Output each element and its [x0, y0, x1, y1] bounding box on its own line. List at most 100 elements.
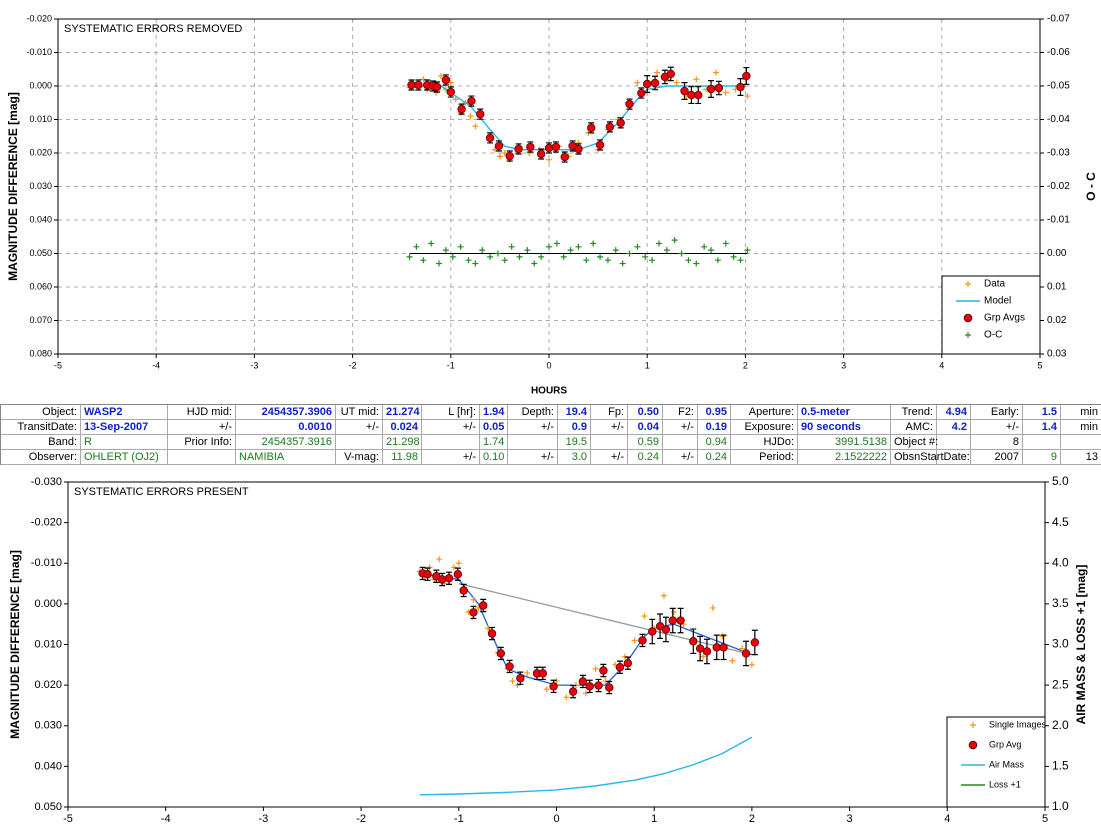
- data-point: [516, 253, 523, 260]
- x-tick-label: 3: [841, 360, 846, 370]
- y2-tick-label: -0.04: [1047, 114, 1070, 125]
- data-point: [615, 663, 625, 672]
- legend-marker: [970, 722, 976, 728]
- table-cell: 3.0: [558, 450, 591, 465]
- table-cell: 3991.5138: [798, 435, 891, 450]
- data-point: [668, 616, 677, 625]
- data-point: [459, 586, 468, 595]
- table-cell: WASP2: [81, 405, 168, 420]
- table-cell: 0.94: [698, 435, 731, 450]
- data-point: [449, 253, 456, 260]
- y2-tick-label: 0.01: [1047, 282, 1067, 293]
- table-cell: 4.94: [937, 405, 971, 420]
- data-point: [479, 601, 488, 610]
- data-point: [694, 90, 703, 100]
- y-axis-title: MAGNITUDE DIFFERENCE [mag]: [8, 550, 22, 739]
- legend-label: Single Images: [989, 719, 1047, 729]
- data-point: [516, 674, 525, 683]
- data-point: [450, 564, 457, 571]
- y-tick-label: -0.020: [31, 517, 62, 529]
- table-cell: 0.05: [480, 420, 508, 435]
- data-point: [660, 592, 667, 599]
- table-cell: 0.95: [698, 405, 731, 420]
- data-point: [423, 570, 432, 579]
- x-tick-label: -5: [54, 360, 62, 370]
- table-cell: 13-Sep-2007: [81, 420, 168, 435]
- legend-marker: [965, 281, 971, 287]
- data-point: [505, 151, 514, 161]
- data-point: [714, 257, 721, 264]
- data-point: [730, 253, 737, 260]
- table-cell: Object:: [1, 405, 81, 420]
- table-cell: 1.4: [1023, 420, 1061, 435]
- data-point: [582, 690, 589, 697]
- data-point: [546, 243, 552, 250]
- data-point: [673, 79, 680, 86]
- y2-tick-label: 3.0: [1052, 637, 1069, 651]
- data-point: [472, 123, 479, 130]
- data-point: [406, 253, 413, 260]
- data-point: [496, 649, 506, 658]
- table-cell: min: [1061, 405, 1101, 420]
- x-tick-label: 3: [847, 813, 853, 825]
- data-point: [436, 556, 443, 563]
- table-cell: [1023, 435, 1061, 450]
- table-cell: [168, 450, 236, 465]
- data-point: [737, 257, 744, 264]
- table-cell: min: [1061, 420, 1101, 435]
- data-point: [736, 82, 745, 92]
- table-cell: 1.74: [480, 435, 508, 450]
- data-point: [553, 240, 560, 247]
- table-cell: 0.024: [383, 420, 422, 435]
- data-point: [722, 89, 729, 96]
- data-point: [544, 143, 554, 153]
- table-cell: [937, 450, 971, 465]
- data-point: [709, 604, 716, 611]
- y2-tick-label: 0.02: [1047, 315, 1067, 326]
- table-cell: Prior Info:: [168, 435, 236, 450]
- x-tick-label: 0: [553, 813, 559, 825]
- table-cell: +/-: [422, 420, 480, 435]
- data-point: [496, 153, 503, 160]
- data-point: [472, 260, 479, 267]
- data-point: [706, 84, 716, 94]
- data-point: [631, 637, 638, 644]
- x-tick-label: -2: [356, 813, 366, 825]
- table-cell: 2454357.3916: [236, 435, 336, 450]
- y-tick-label: 0.000: [34, 598, 62, 610]
- table-cell: Early:: [971, 405, 1023, 420]
- x-tick-label: -4: [152, 360, 160, 370]
- data-point: [666, 69, 675, 79]
- x-tick-label: -4: [161, 813, 171, 825]
- y-tick-label: 0.050: [34, 801, 62, 813]
- data-point: [619, 260, 626, 267]
- y-tick-label: 0.020: [29, 147, 52, 157]
- table-cell: Exposure:: [731, 420, 798, 435]
- data-point: [442, 247, 449, 254]
- table-cell: 9: [1023, 450, 1061, 465]
- data-point: [479, 247, 486, 254]
- legend: [946, 716, 1046, 808]
- x-tick-label: 5: [1042, 813, 1048, 825]
- data-point: [714, 83, 724, 93]
- table-cell: +/-: [168, 420, 236, 435]
- data-point: [446, 87, 455, 97]
- data-point: [476, 109, 485, 119]
- data-point: [693, 260, 700, 267]
- data-point: [583, 257, 590, 264]
- y-tick-label: 0.040: [29, 214, 52, 224]
- data-point: [663, 247, 670, 254]
- data-point: [744, 93, 751, 100]
- y2-tick-label: 1.0: [1052, 799, 1069, 813]
- table-cell: 0.50: [628, 405, 663, 420]
- table-cell: [508, 435, 558, 450]
- y2-axis-title: O - C: [1084, 172, 1098, 201]
- data-point: [594, 681, 603, 690]
- table-cell: 11.98: [383, 450, 422, 465]
- data-point: [436, 260, 443, 267]
- table-cell: AMC:: [891, 420, 937, 435]
- data-point: [626, 250, 633, 257]
- legend-marker: [965, 332, 971, 338]
- data-point: [413, 243, 420, 250]
- y2-tick-label: 1.5: [1052, 759, 1069, 773]
